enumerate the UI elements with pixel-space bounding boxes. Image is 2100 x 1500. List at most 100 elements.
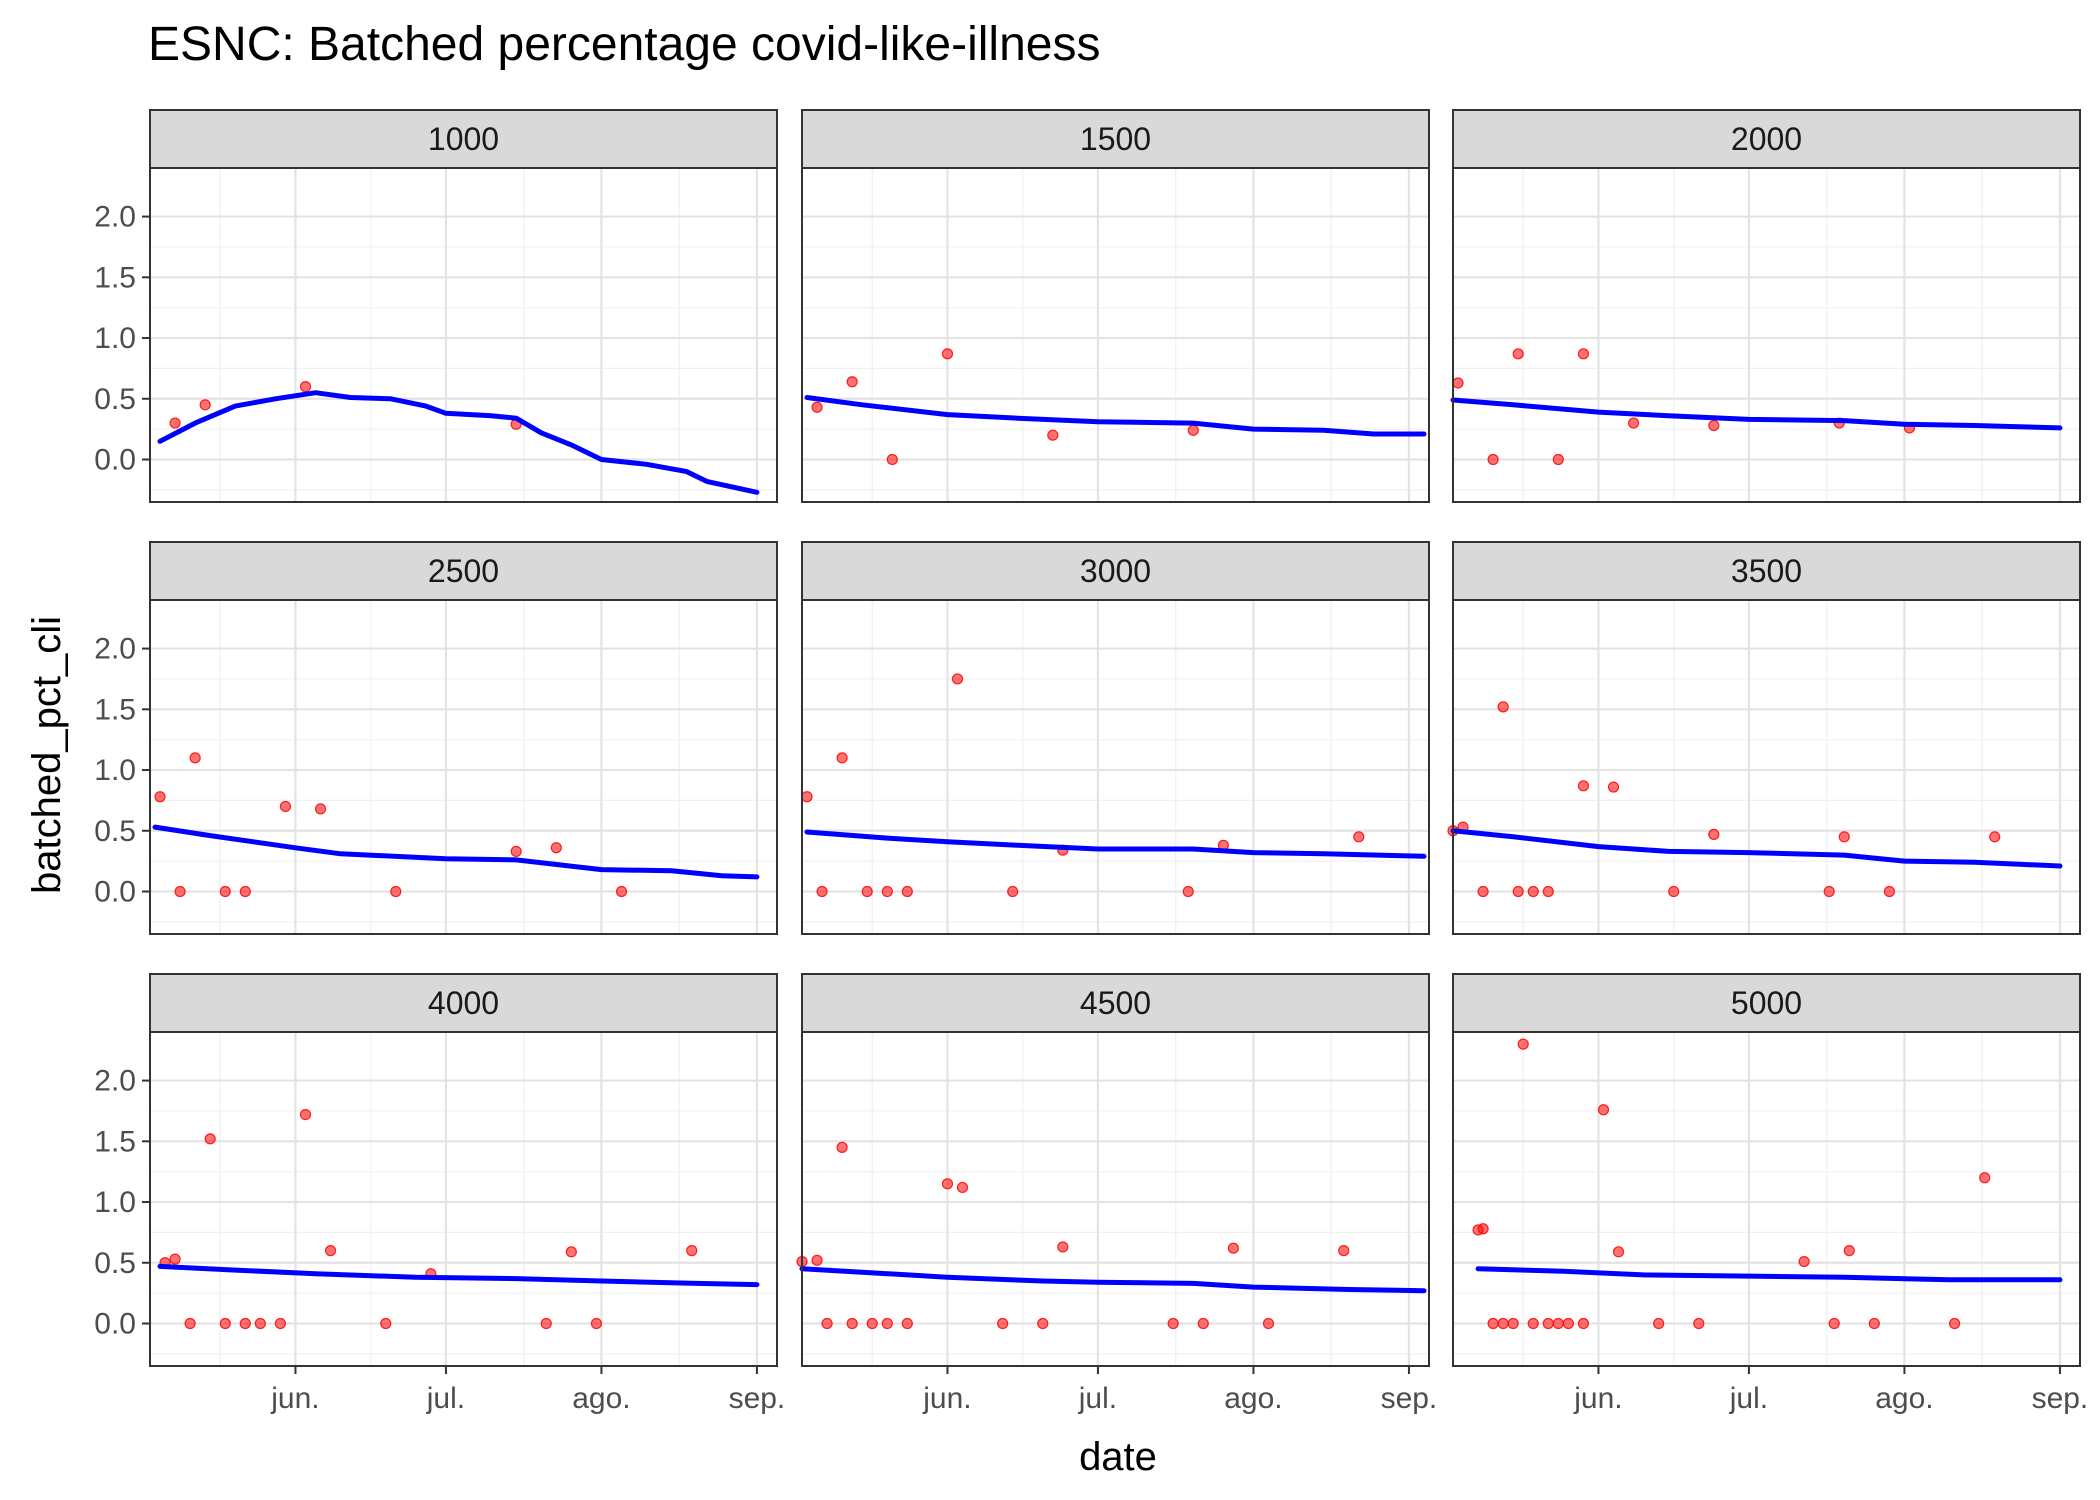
y-tick-label: 2.0: [94, 201, 136, 234]
data-point: [324, 1245, 337, 1257]
panel-border: [149, 599, 778, 935]
data-point: [811, 401, 823, 413]
data-point: [1577, 348, 1590, 360]
data-point: [239, 885, 251, 898]
data-point: [1227, 1242, 1239, 1254]
data-point: [299, 381, 312, 393]
data-point: [314, 803, 327, 815]
data-point: [1353, 831, 1365, 843]
data-point: [1047, 429, 1059, 441]
facet-strip-label: 2000: [1731, 121, 1802, 157]
data-point: [846, 1317, 858, 1330]
y-axis-ticks: 0.0 0.5 1.0 1.5 2.0 0.0 0.5 1.0 1.5 2.0 0.0 0.5 1.0 1…: [94, 201, 150, 1340]
data-point: [550, 842, 562, 854]
data-point: [801, 791, 813, 803]
data-point: [1979, 1172, 1991, 1184]
data-point: [836, 752, 848, 764]
facet-strip-label: 3000: [1080, 553, 1151, 589]
panel-border: [801, 599, 1430, 935]
x-tick-label: sep.: [729, 1382, 786, 1415]
data-point: [861, 885, 873, 898]
data-point: [1187, 424, 1199, 436]
data-point: [941, 1178, 954, 1190]
data-point: [279, 800, 292, 813]
data-point: [1037, 1317, 1049, 1330]
data-point: [1843, 1245, 1855, 1257]
facet-strip: [1452, 109, 2081, 169]
data-point: [174, 885, 186, 898]
chart-title: ESNC: Batched percentage covid-like-illn…: [148, 18, 1100, 71]
data-point: [901, 1317, 913, 1330]
facet-strip: [149, 109, 778, 169]
y-tick-label: 1.0: [94, 754, 136, 787]
data-point: [1542, 885, 1554, 898]
x-tick-label: jun.: [922, 1382, 971, 1415]
data-point: [1487, 453, 1499, 466]
data-point: [836, 1141, 848, 1153]
data-point: [1497, 701, 1509, 713]
data-point: [254, 1317, 266, 1330]
y-tick-label: 2.0: [94, 1065, 136, 1098]
data-point: [941, 348, 954, 360]
data-point: [1653, 1317, 1665, 1330]
trend-line: [804, 395, 1427, 437]
trend-line: [1475, 1266, 2063, 1283]
panel-border: [1452, 599, 2081, 935]
facet-strip-label: 1000: [428, 121, 499, 157]
y-tick-label: 0.5: [94, 383, 136, 416]
data-point: [1507, 1317, 1519, 1330]
x-axis-ticks: jun. jul. ago. sep. jun. jul. ago. sep. jun. jul.…: [270, 1366, 2088, 1415]
data-point: [821, 1317, 833, 1330]
facet-panel-2000: 2000: [1450, 109, 2081, 503]
data-point: [997, 1317, 1009, 1330]
data-point: [154, 791, 166, 803]
x-tick-label: ago.: [1224, 1382, 1282, 1415]
facet-strip-label: 3500: [1731, 553, 1802, 589]
facet-strip-label: 4500: [1080, 985, 1151, 1021]
data-point: [886, 453, 898, 466]
trend-line: [799, 1266, 1427, 1294]
y-tick-label: 0.0: [94, 1307, 136, 1340]
data-point: [956, 1181, 969, 1194]
data-point: [199, 399, 211, 411]
data-point: [1197, 1317, 1209, 1330]
data-point: [615, 885, 628, 898]
data-point: [811, 1254, 823, 1266]
data-point: [1798, 1255, 1810, 1268]
data-point: [1477, 885, 1489, 898]
data-point: [1527, 885, 1539, 898]
data-point: [1487, 1317, 1499, 1330]
facet-panel-2500: 2500: [149, 541, 778, 935]
data-point: [846, 376, 858, 388]
facet-panel-3500: 3500: [1447, 541, 2081, 935]
trend-line: [1450, 397, 2063, 431]
data-point: [1948, 1317, 1961, 1330]
data-point: [881, 885, 893, 898]
panel-border: [1452, 1031, 2081, 1367]
data-point: [1868, 1317, 1880, 1330]
data-point: [1512, 348, 1524, 360]
x-tick-label: jun.: [1573, 1382, 1622, 1415]
y-tick-label: 1.0: [94, 322, 136, 355]
x-tick-label: jul.: [426, 1382, 465, 1415]
data-point: [1182, 885, 1194, 898]
data-point: [1527, 1317, 1539, 1330]
facet-strip-label: 2500: [428, 553, 499, 589]
data-point: [816, 885, 828, 898]
facet-panel-1500: 1500: [801, 109, 1430, 503]
x-tick-label: ago.: [572, 1382, 630, 1415]
facet-panel-4500: 4500: [796, 973, 1430, 1367]
data-point: [1452, 377, 1464, 389]
data-point: [901, 885, 913, 898]
y-tick-label: 0.0: [94, 443, 136, 476]
y-tick-label: 1.5: [94, 261, 136, 294]
data-point: [1668, 885, 1680, 898]
data-point: [1577, 1317, 1590, 1330]
data-point: [1338, 1245, 1350, 1257]
facet-strip: [801, 541, 1430, 601]
data-point: [510, 845, 522, 858]
data-point: [1823, 885, 1835, 898]
data-point: [1708, 419, 1720, 432]
data-point: [881, 1317, 893, 1330]
